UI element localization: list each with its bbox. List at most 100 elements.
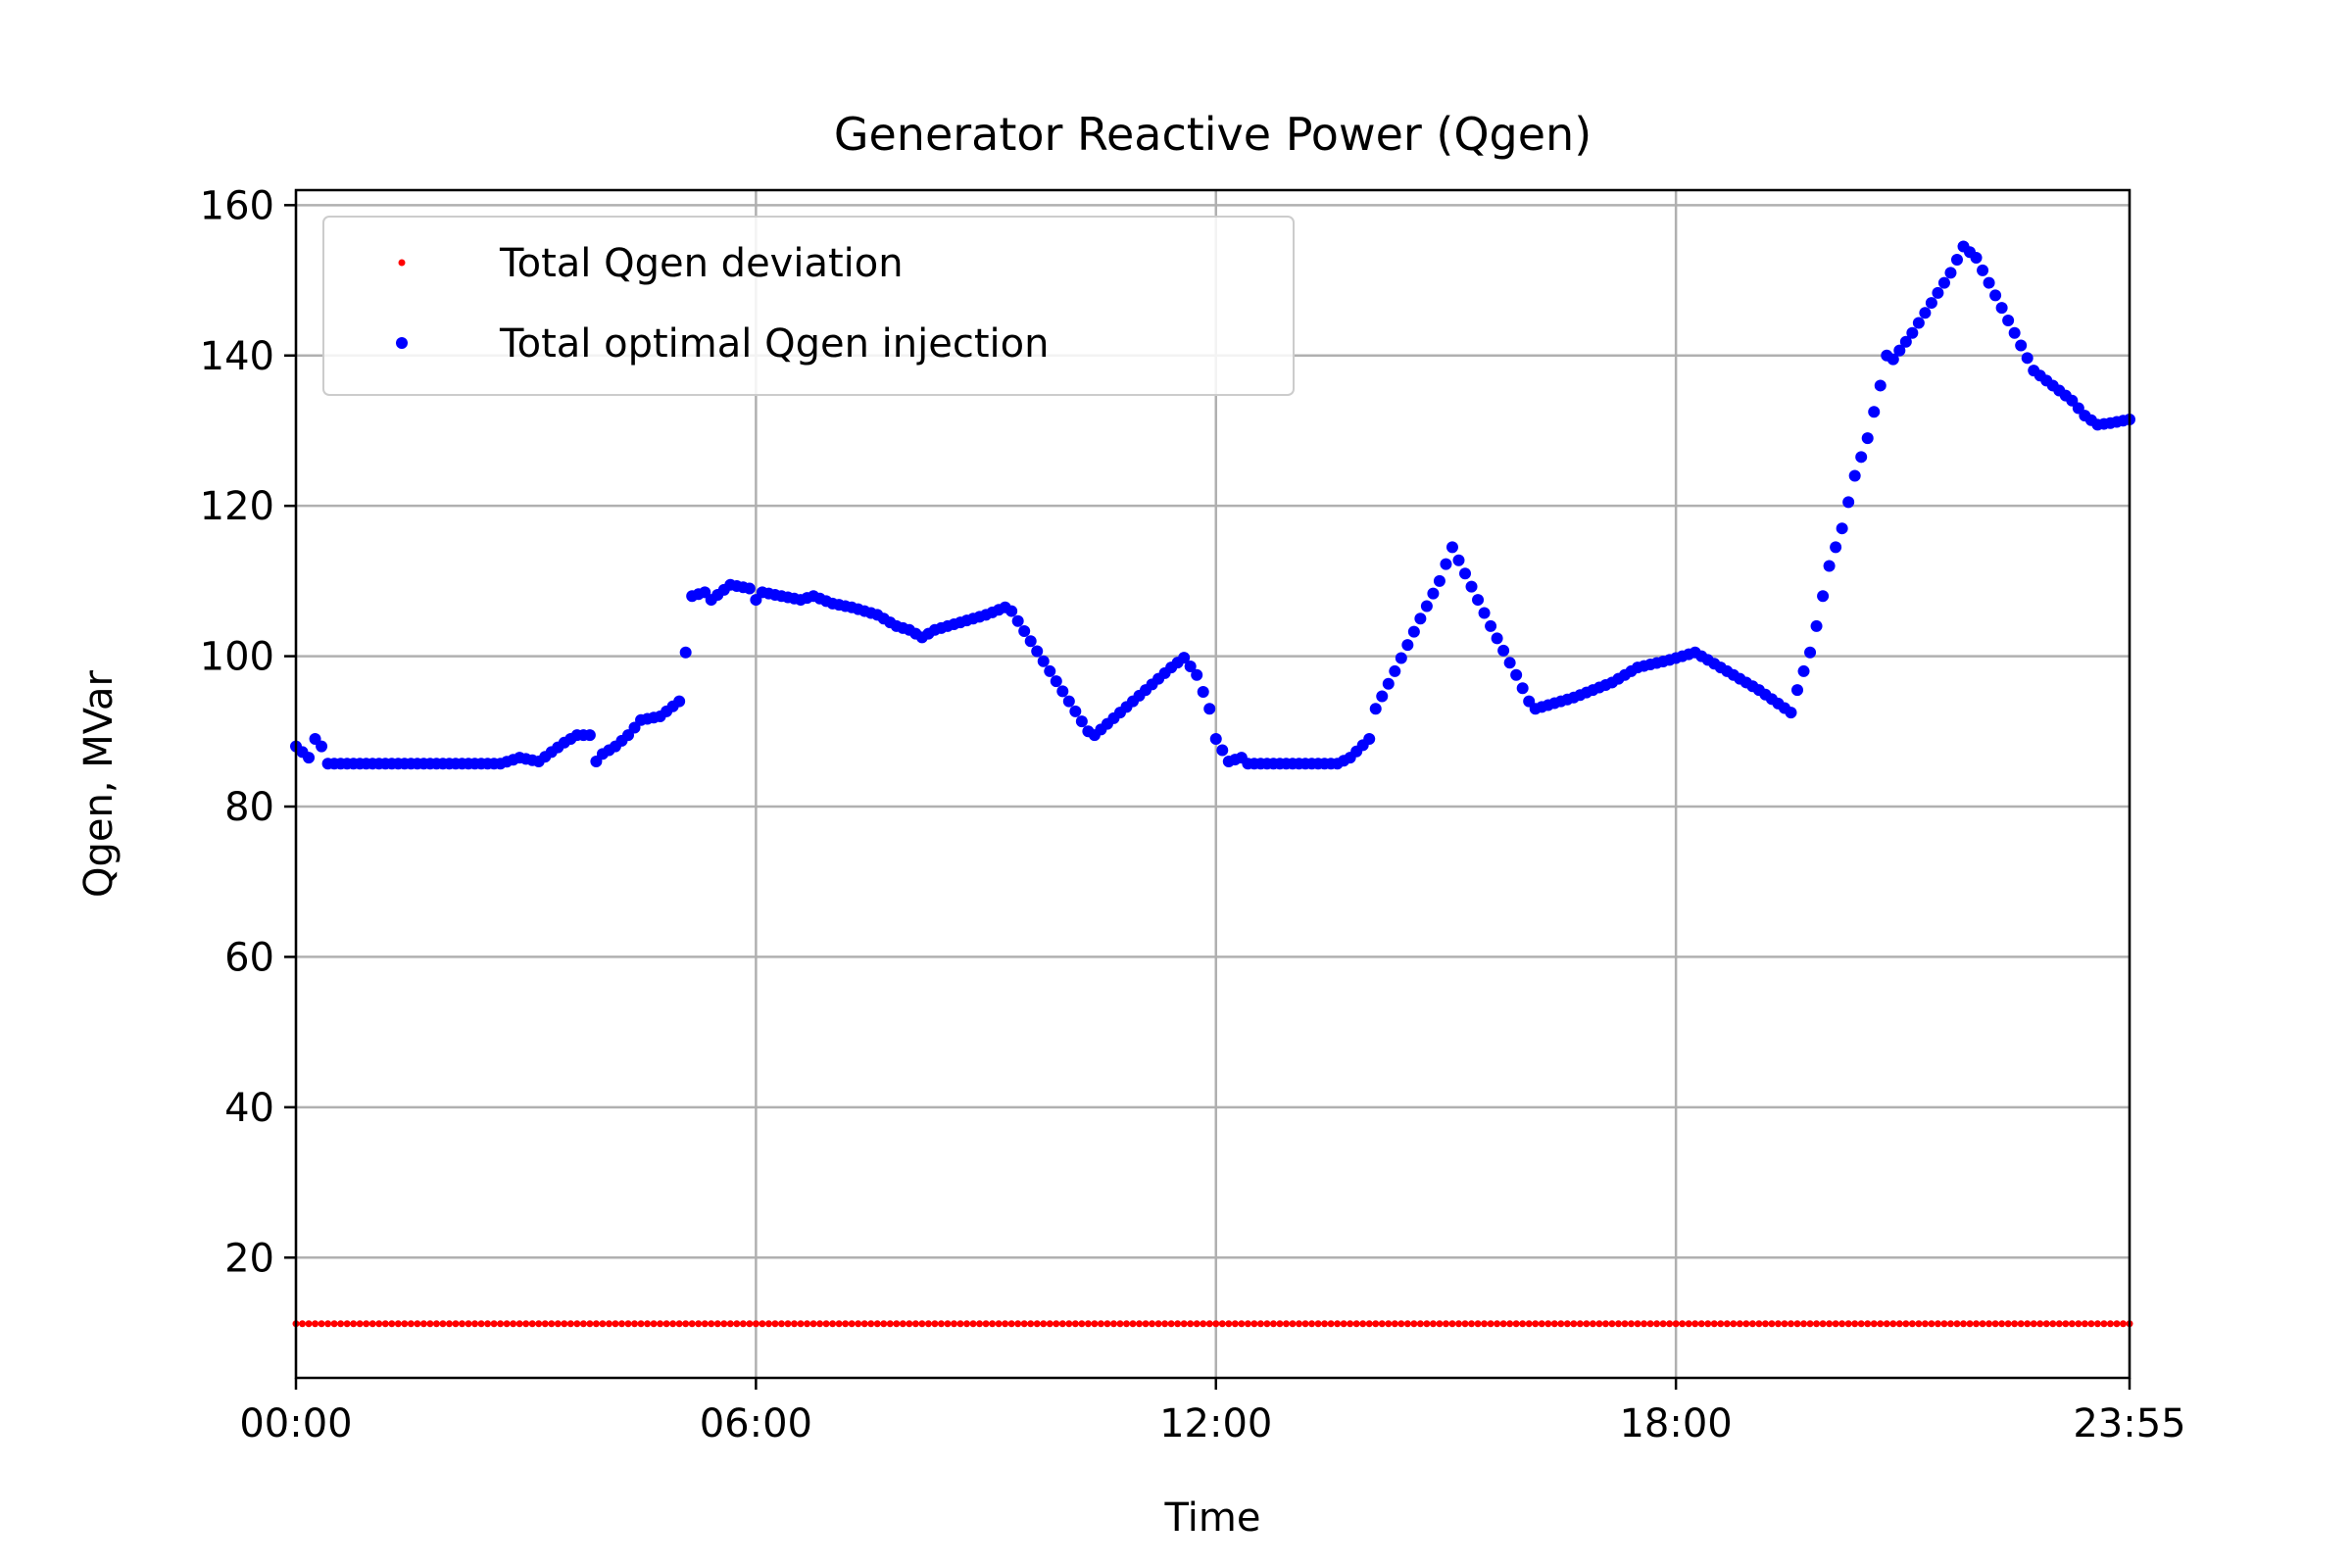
point-qgen-deviation: [784, 1320, 792, 1328]
point-qgen-deviation: [1454, 1320, 1462, 1328]
point-optimal-qgen: [1395, 652, 1407, 664]
point-qgen-deviation: [1659, 1320, 1667, 1328]
point-qgen-deviation: [356, 1320, 364, 1328]
point-optimal-qgen: [1995, 302, 2008, 315]
point-qgen-deviation: [1519, 1320, 1527, 1328]
point-qgen-deviation: [566, 1320, 574, 1328]
point-qgen-deviation: [1538, 1320, 1545, 1328]
point-qgen-deviation: [1250, 1320, 1258, 1328]
point-qgen-deviation: [1494, 1320, 1501, 1328]
y-axis-ticks: 20 40 60 80 100 120 140 160: [200, 183, 296, 1281]
point-qgen-deviation: [1391, 1320, 1398, 1328]
point-optimal-qgen: [1382, 677, 1395, 690]
point-qgen-deviation: [1238, 1320, 1246, 1328]
point-qgen-deviation: [1397, 1320, 1405, 1328]
point-qgen-deviation: [918, 1320, 926, 1328]
point-qgen-deviation: [1589, 1320, 1596, 1328]
point-qgen-deviation: [669, 1320, 677, 1328]
point-qgen-deviation: [1679, 1320, 1687, 1328]
point-qgen-deviation: [1755, 1320, 1763, 1328]
point-qgen-deviation: [1244, 1320, 1251, 1328]
legend-box: [322, 216, 1295, 396]
point-optimal-qgen: [1024, 635, 1037, 648]
point-optimal-qgen: [1050, 675, 1062, 688]
point-qgen-deviation: [1448, 1320, 1456, 1328]
point-optimal-qgen: [1018, 625, 1031, 638]
point-qgen-deviation: [1940, 1320, 1948, 1328]
legend-marker-qgen-deviation: [398, 259, 406, 267]
point-qgen-deviation: [1474, 1320, 1482, 1328]
point-qgen-deviation: [1461, 1320, 1469, 1328]
point-qgen-deviation: [1895, 1320, 1903, 1328]
point-qgen-deviation: [1973, 1320, 1981, 1328]
point-optimal-qgen: [2015, 339, 2028, 352]
point-qgen-deviation: [299, 1320, 307, 1328]
point-qgen-deviation: [1129, 1320, 1137, 1328]
point-optimal-qgen: [1861, 432, 1874, 445]
point-qgen-deviation: [1550, 1320, 1558, 1328]
point-qgen-deviation: [624, 1320, 632, 1328]
point-qgen-deviation: [842, 1320, 850, 1328]
point-qgen-deviation: [1813, 1320, 1821, 1328]
point-qgen-deviation: [1595, 1320, 1603, 1328]
point-qgen-deviation: [1416, 1320, 1424, 1328]
point-qgen-deviation: [439, 1320, 447, 1328]
point-optimal-qgen: [1970, 252, 1983, 265]
point-optimal-qgen: [583, 729, 596, 742]
y-axis-label: Qgen, MVar: [76, 669, 122, 898]
point-qgen-deviation: [1614, 1320, 1622, 1328]
point-optimal-qgen: [1044, 664, 1056, 677]
x-tick-label: 12:00: [1159, 1401, 1272, 1446]
point-qgen-deviation: [657, 1320, 664, 1328]
point-optimal-qgen: [1203, 703, 1216, 715]
point-optimal-qgen: [1414, 612, 1427, 625]
point-optimal-qgen: [1363, 732, 1376, 745]
point-optimal-qgen: [1056, 685, 1069, 698]
point-qgen-deviation: [1053, 1320, 1060, 1328]
legend-marker-optimal-qgen: [396, 337, 408, 349]
point-qgen-deviation: [1641, 1320, 1648, 1328]
point-qgen-deviation: [337, 1320, 345, 1328]
point-qgen-deviation: [1321, 1320, 1329, 1328]
point-optimal-qgen: [1925, 297, 1937, 310]
point-qgen-deviation: [1167, 1320, 1175, 1328]
point-qgen-deviation: [1205, 1320, 1213, 1328]
point-optimal-qgen: [1944, 267, 1957, 279]
point-qgen-deviation: [2042, 1320, 2050, 1328]
y-tick-label: 60: [224, 935, 274, 980]
point-optimal-qgen: [1886, 353, 1899, 366]
point-qgen-deviation: [797, 1320, 805, 1328]
point-qgen-deviation: [1423, 1320, 1431, 1328]
point-qgen-deviation: [804, 1320, 811, 1328]
point-optimal-qgen: [1503, 657, 1516, 669]
point-qgen-deviation: [1998, 1320, 2006, 1328]
point-qgen-deviation: [1263, 1320, 1271, 1328]
point-qgen-deviation: [484, 1320, 492, 1328]
point-qgen-deviation: [1033, 1320, 1041, 1328]
point-optimal-qgen: [1069, 705, 1082, 717]
chart-title: Generator Reactive Power (Qgen): [834, 108, 1592, 161]
point-qgen-deviation: [1953, 1320, 1961, 1328]
point-qgen-deviation: [1710, 1320, 1718, 1328]
point-qgen-deviation: [944, 1320, 952, 1328]
point-qgen-deviation: [605, 1320, 612, 1328]
point-optimal-qgen: [1485, 619, 1497, 632]
point-optimal-qgen: [1389, 664, 1401, 677]
point-qgen-deviation: [906, 1320, 913, 1328]
point-qgen-deviation: [1365, 1320, 1373, 1328]
point-qgen-deviation: [1218, 1320, 1226, 1328]
point-qgen-deviation: [1359, 1320, 1367, 1328]
point-qgen-deviation: [1877, 1320, 1885, 1328]
point-qgen-deviation: [407, 1320, 415, 1328]
point-qgen-deviation: [458, 1320, 466, 1328]
point-qgen-deviation: [1691, 1320, 1699, 1328]
point-optimal-qgen: [1376, 690, 1389, 703]
point-optimal-qgen: [1977, 264, 1989, 276]
point-optimal-qgen: [1075, 715, 1088, 728]
series-total-optimal-qgen-injection: [290, 240, 2135, 770]
point-qgen-deviation: [989, 1320, 997, 1328]
point-optimal-qgen: [1785, 707, 1797, 719]
point-qgen-deviation: [1385, 1320, 1393, 1328]
point-qgen-deviation: [1058, 1320, 1066, 1328]
point-qgen-deviation: [2062, 1320, 2070, 1328]
